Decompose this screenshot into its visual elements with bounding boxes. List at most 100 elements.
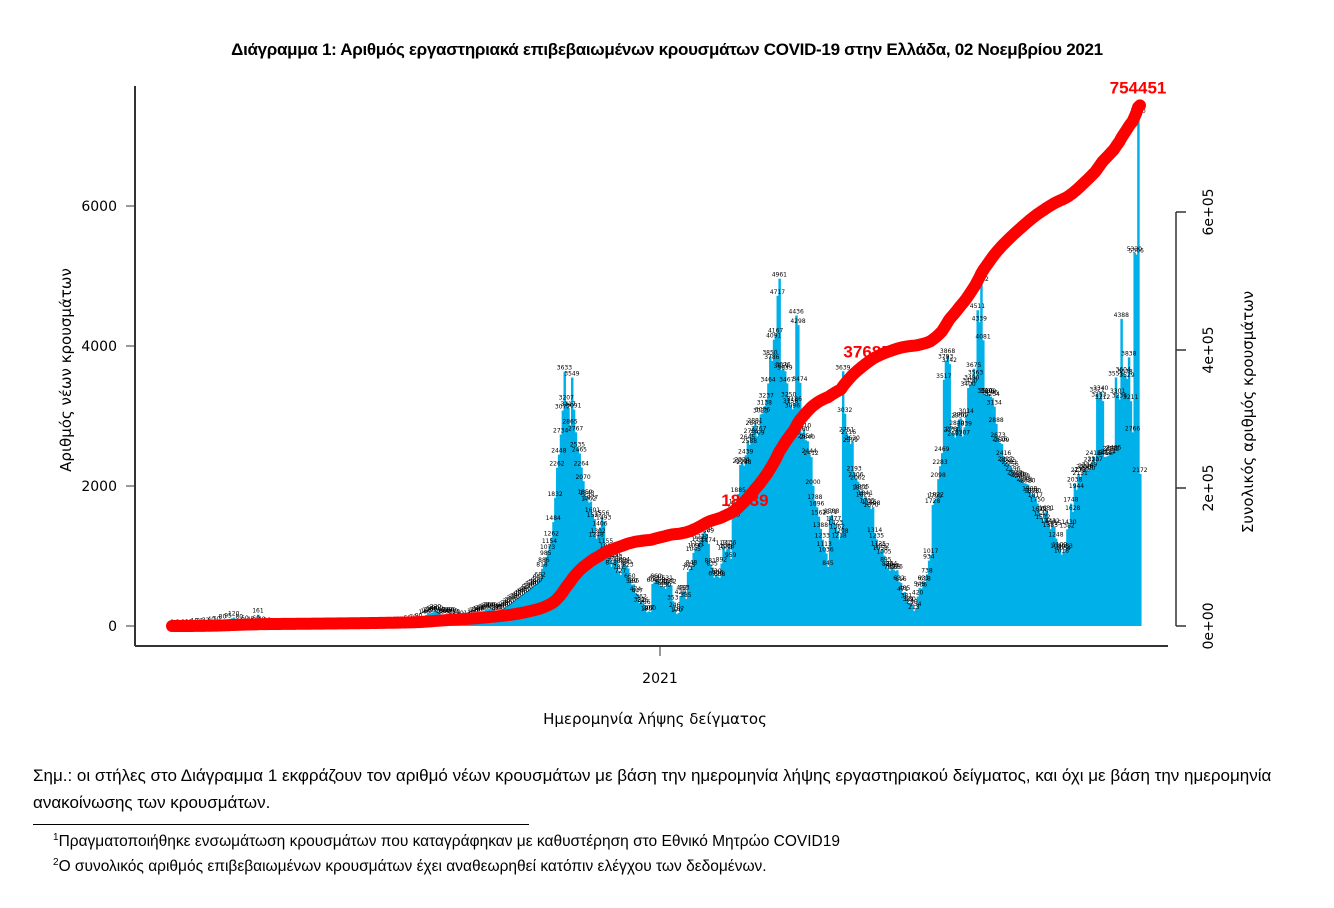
bar-value-label: 160 xyxy=(467,608,479,615)
bar-value-label: 560 xyxy=(658,580,670,587)
bar-value-label: 95 xyxy=(224,612,232,619)
bar-value-label: 2200 xyxy=(1080,465,1095,472)
bar xyxy=(858,491,862,626)
chart-plot: 0 3 3 1018253240508095120806045601614028242… xyxy=(57,78,1257,728)
bar-value-label: 331 xyxy=(903,596,915,603)
bar xyxy=(1097,398,1101,626)
bar-value-label: 3023 xyxy=(753,407,768,414)
bar xyxy=(563,371,566,626)
bar-value-label: 1547 xyxy=(1033,511,1048,518)
bar xyxy=(621,565,624,626)
bar-value-label: 3186 xyxy=(787,396,802,403)
bar-value-label: 2692 xyxy=(947,431,962,438)
bar-value-label: 1612 xyxy=(1031,506,1046,513)
bar xyxy=(866,504,869,626)
bar-value-label: 1423 xyxy=(828,519,843,526)
footnote-text: Ο συνολικός αριθμός επιβεβαιωμένων κρουσ… xyxy=(58,858,767,875)
bar xyxy=(714,574,718,626)
bar-value-label: 1571 xyxy=(822,509,837,516)
bar-value-label: 3212 xyxy=(1095,394,1110,401)
bar-value-label: 692 xyxy=(708,571,720,578)
bar-value-label: 2888 xyxy=(988,417,1003,424)
bar xyxy=(649,612,652,626)
bar xyxy=(1129,401,1133,626)
y-axis-ticks: 0 2000 4000 6000 xyxy=(81,199,135,635)
bar-value-label: 1064 xyxy=(717,545,732,552)
y2-axis-title: Συνολικός αριθμός κρουσμάτων xyxy=(1239,291,1257,533)
bar xyxy=(836,530,839,626)
bar-value-label: 2219 xyxy=(1076,464,1091,471)
bar xyxy=(843,413,847,626)
bar-value-label: 2288 xyxy=(736,459,751,466)
bar-value-label: 2062 xyxy=(850,475,865,482)
bar xyxy=(1030,494,1034,626)
bar xyxy=(724,551,727,626)
bar-value-label: 207 xyxy=(643,605,655,612)
bar-value-label: 1302 xyxy=(590,528,605,535)
bar xyxy=(1103,457,1107,626)
bar xyxy=(909,602,912,626)
bar-value-label: 200 xyxy=(645,605,657,612)
bar xyxy=(782,368,785,626)
bar-value-label: 2439 xyxy=(738,448,753,455)
bar xyxy=(935,498,938,626)
bar-value-label: 934 xyxy=(923,554,935,561)
bar-value-label: 3742 xyxy=(942,357,957,364)
bar-value-label: 1924 xyxy=(852,484,867,491)
bar-value-label: 1415 xyxy=(1046,520,1061,527)
bar-value-label: 1601 xyxy=(585,507,600,514)
bar-value-label: 1484 xyxy=(546,515,561,522)
bar xyxy=(901,593,905,626)
bar xyxy=(1090,463,1093,626)
bar-value-label: 250 xyxy=(484,602,496,609)
bar-value-label: 330 xyxy=(904,596,916,603)
bar xyxy=(914,608,918,626)
bar xyxy=(952,432,955,626)
bar xyxy=(630,584,634,626)
bar-value-label: 589 xyxy=(626,578,638,585)
bar-value-label: 3639 xyxy=(777,364,792,371)
bar xyxy=(716,576,720,626)
bar-value-label: 2420 xyxy=(1099,450,1114,457)
bar-value-label: 5306 xyxy=(1129,248,1144,255)
bar-value-label: 2327 xyxy=(998,456,1013,463)
bar xyxy=(726,549,729,626)
cumulative-total-label: 754451 xyxy=(1110,78,1167,97)
bar xyxy=(1124,375,1127,626)
bar-value-label: 1430 xyxy=(1061,519,1076,526)
bar xyxy=(823,548,826,626)
bar-value-label: 631 xyxy=(918,575,930,582)
bar xyxy=(655,579,658,626)
bar xyxy=(982,340,985,626)
bar xyxy=(1116,394,1120,626)
bar-value-label: 3077 xyxy=(555,404,570,411)
bar-value-label: 1908 xyxy=(1022,485,1037,492)
bar-value-label: 2133 xyxy=(1007,470,1022,477)
bar-value-label: 220 xyxy=(495,604,507,611)
bar xyxy=(868,505,871,626)
bar-value-label: 290 xyxy=(906,599,918,606)
bar xyxy=(860,490,864,626)
bar-value-label: 3793 xyxy=(938,353,953,360)
bar xyxy=(711,567,714,626)
bar xyxy=(578,453,581,626)
bar xyxy=(582,481,585,626)
bar-value-label: 440 xyxy=(516,588,528,595)
bar-value-label: 2640 xyxy=(800,434,815,441)
bar xyxy=(849,444,852,626)
bar-value-label: 220 xyxy=(478,604,490,611)
bar xyxy=(881,549,884,626)
bar xyxy=(983,394,987,626)
bar xyxy=(1019,479,1022,626)
bar xyxy=(830,514,834,626)
bar-value-label: 1109 xyxy=(1052,541,1067,548)
bar xyxy=(658,585,662,626)
bar-value-label: 1477 xyxy=(826,516,841,523)
bar-value-label: 985 xyxy=(540,550,552,557)
bar-value-label: 180 xyxy=(424,606,436,613)
bar-value-label: 1154 xyxy=(542,538,557,545)
bar-value-label: 1527 xyxy=(587,512,602,519)
bar xyxy=(1077,473,1080,626)
bar-value-label: 2249 xyxy=(1082,462,1097,469)
footnote-divider xyxy=(33,824,529,825)
